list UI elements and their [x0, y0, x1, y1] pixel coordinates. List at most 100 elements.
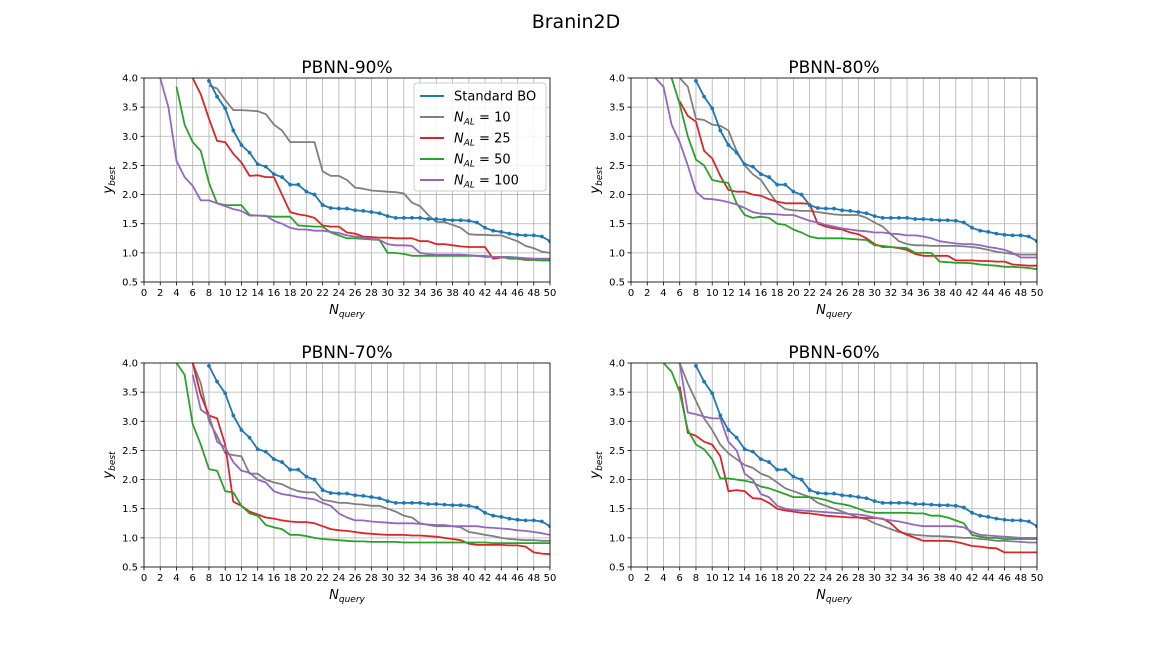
- y-axis-label-sub: best: [595, 451, 605, 471]
- series-line: [695, 365, 1037, 527]
- x-tick-label: 2: [157, 288, 163, 299]
- data-point: [710, 106, 715, 111]
- y-tick-label: 1.0: [122, 533, 138, 544]
- x-tick-label: 2: [644, 573, 650, 584]
- y-tick-label: 3.5: [122, 388, 138, 399]
- data-point: [702, 379, 706, 384]
- data-point: [450, 503, 455, 508]
- x-tick-label: 22: [316, 573, 329, 584]
- x-axis-label-main: N: [816, 303, 826, 318]
- x-tick-label: 44: [982, 573, 995, 584]
- data-point: [296, 467, 301, 472]
- data-point: [856, 210, 861, 214]
- x-tick-label: 38: [446, 288, 459, 299]
- x-tick-label: 30: [381, 288, 394, 299]
- data-point: [807, 203, 812, 207]
- data-point: [353, 493, 358, 498]
- figure-title: Branin2D: [532, 11, 621, 33]
- x-tick-label: 18: [284, 573, 297, 584]
- data-point: [239, 428, 244, 432]
- x-tick-label: 6: [677, 288, 683, 299]
- x-axis-label-main: N: [329, 303, 339, 318]
- data-point: [929, 217, 934, 222]
- x-tick-label: 36: [917, 288, 930, 299]
- x-tick-label: 0: [628, 288, 634, 299]
- data-point: [304, 189, 309, 194]
- series-line: [678, 100, 1037, 267]
- x-axis-label-sub: query: [339, 595, 366, 605]
- x-tick-label: 28: [365, 573, 378, 584]
- x-tick-label: 40: [462, 573, 475, 584]
- data-point: [345, 206, 349, 211]
- legend-entry-suffix: = 25: [475, 132, 511, 147]
- y-tick-label: 4.0: [609, 74, 625, 85]
- x-tick-label: 20: [300, 573, 313, 584]
- x-tick-label: 34: [414, 573, 427, 584]
- data-point: [978, 513, 983, 518]
- legend-entry-label: Standard BO: [454, 90, 536, 105]
- data-point: [223, 391, 228, 396]
- y-axis-label-sub: best: [108, 166, 118, 186]
- data-point: [694, 364, 698, 368]
- x-tick-label: 38: [933, 288, 946, 299]
- x-axis-label-sub: query: [339, 310, 366, 320]
- y-tick-label: 2.5: [609, 161, 625, 172]
- x-tick-label: 0: [141, 288, 147, 299]
- data-point: [280, 175, 284, 179]
- x-tick-label: 32: [397, 288, 410, 299]
- legend-entry-label: NAL = 50: [454, 153, 511, 170]
- y-tick-label: 2.5: [122, 161, 138, 172]
- x-tick-label: 42: [479, 288, 492, 299]
- data-point: [872, 499, 877, 504]
- data-point: [702, 94, 706, 99]
- data-point: [759, 457, 763, 462]
- panel-3: 0 2 4 6 8 10 12 14 16 18 20 22 24 26 28 30 32 34 36 38 40 42 4…: [101, 343, 556, 605]
- data-point: [750, 449, 755, 454]
- data-point: [320, 488, 325, 492]
- x-tick-label: 16: [268, 573, 281, 584]
- y-tick-label: 1.5: [609, 219, 625, 230]
- y-axis-label-main: y: [588, 471, 603, 480]
- y-tick-label: 0.5: [609, 563, 625, 574]
- x-tick-label: 8: [693, 573, 699, 584]
- x-tick-label: 50: [1031, 288, 1044, 299]
- x-tick-label: 14: [738, 288, 751, 299]
- x-tick-label: 46: [511, 573, 524, 584]
- x-tick-label: 26: [349, 573, 362, 584]
- data-point: [223, 106, 228, 111]
- y-axis-label-sub: best: [595, 166, 605, 186]
- data-point: [239, 143, 244, 147]
- panel-title: PBNN-80%: [788, 58, 879, 78]
- legend-entry-text: N: [454, 132, 464, 147]
- y-axis-label: ybest: [101, 451, 118, 480]
- x-tick-label: 22: [316, 288, 329, 299]
- y-tick-label: 3.5: [609, 388, 625, 399]
- y-axis-label-main: y: [588, 186, 603, 195]
- data-point: [466, 503, 471, 508]
- panel-2: 0 2 4 6 8 10 12 14 16 18 20 22 24 26 28 30 32 34 36 38 40 42 4…: [588, 58, 1043, 320]
- y-axis-label-main: y: [101, 186, 116, 195]
- data-point: [548, 524, 550, 529]
- legend-entry-label: NAL = 100: [454, 174, 519, 191]
- data-point: [888, 500, 893, 505]
- data-point: [897, 215, 901, 220]
- series-line: [191, 363, 550, 556]
- x-tick-label: 26: [836, 573, 849, 584]
- data-point: [515, 232, 520, 237]
- data-point: [515, 517, 520, 522]
- legend-entry-suffix: = 10: [475, 111, 511, 126]
- data-point: [1018, 233, 1023, 238]
- data-point: [523, 518, 528, 523]
- data-point: [848, 493, 853, 498]
- y-tick-label: 0.5: [122, 278, 138, 289]
- x-tick-label: 6: [190, 573, 196, 584]
- data-point: [491, 228, 496, 233]
- series-line: [678, 363, 1037, 539]
- legend-entry-text: Standard BO: [454, 90, 536, 105]
- x-tick-label: 44: [495, 288, 508, 299]
- data-point: [353, 208, 358, 213]
- data-point: [1010, 233, 1015, 238]
- data-point: [418, 500, 422, 505]
- y-tick-label: 2.5: [609, 446, 625, 457]
- x-tick-label: 6: [190, 288, 196, 299]
